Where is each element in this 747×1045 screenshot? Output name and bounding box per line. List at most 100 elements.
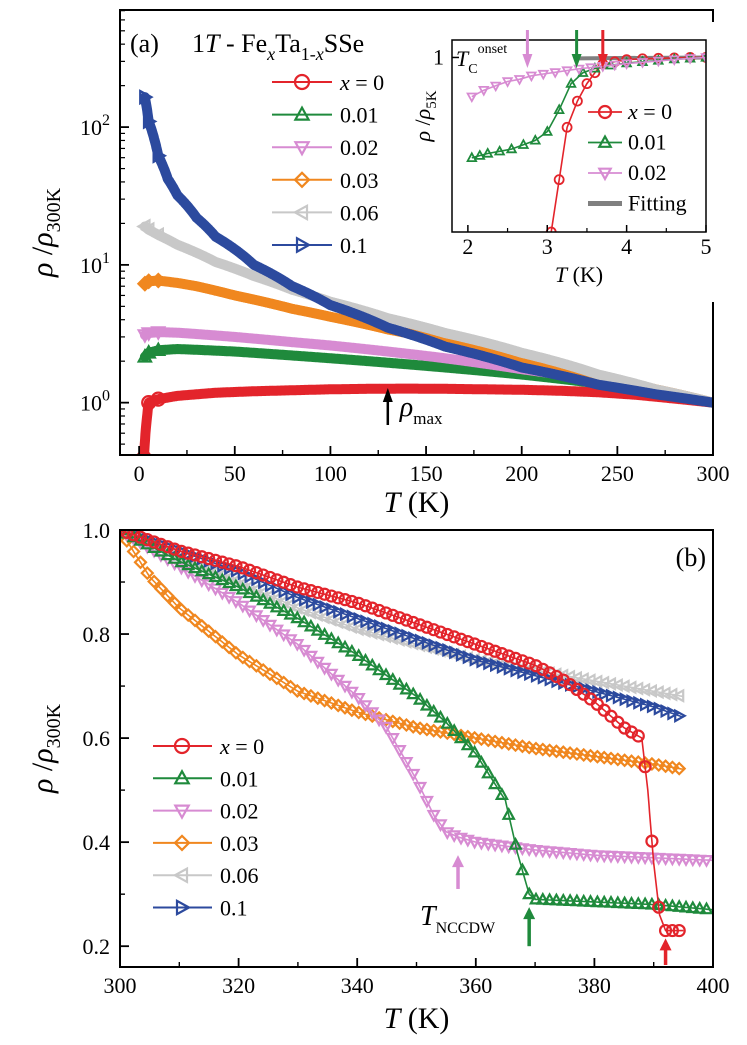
panel-b-marker xyxy=(515,654,529,668)
panel-b-marker xyxy=(549,669,564,684)
panel-a-x-tick-label: 0 xyxy=(134,461,145,486)
panel-b-marker xyxy=(503,661,517,676)
panel-a-inset-legend-text: 0.02 xyxy=(628,160,667,185)
panel-b-marker xyxy=(127,530,141,542)
panel-b-marker xyxy=(624,851,639,865)
panel-a-label: (a) xyxy=(130,29,159,58)
panel-b-marker xyxy=(337,639,353,653)
panel-b-marker xyxy=(461,635,475,649)
panel-b-marker xyxy=(380,621,394,636)
panel-a-inset-marker xyxy=(517,138,530,149)
panel-b-marker xyxy=(181,557,196,571)
panel-a-inset-marker xyxy=(553,103,565,114)
panel-b-marker xyxy=(215,572,230,586)
panel-b-marker xyxy=(536,662,550,676)
panel-b-marker xyxy=(412,781,428,795)
panel-a-marker xyxy=(140,327,157,342)
panel-a-inset-marker xyxy=(565,77,577,88)
panel-b-marker xyxy=(651,852,666,866)
panel-b-marker xyxy=(590,894,605,908)
panel-b-marker xyxy=(324,631,339,645)
panel-b-marker xyxy=(530,668,544,683)
panel-b-marker xyxy=(181,546,195,560)
panel-b-marker xyxy=(161,540,175,554)
panel-b-marker xyxy=(331,674,346,688)
panel-a-y-tick-label: 101 xyxy=(80,250,110,278)
panel-a-inset: 2 3 4 5 1 T (K) ρ /ρ5K TConset x = 0 0.01 0.02 Fitt… xyxy=(402,22,718,302)
panel-b: 300 320 340 360 380 400 0.2 0.4 0.6 0.8 1.0 T (K) ρ … xyxy=(26,518,730,1035)
panel-b-legend-item: x = 0 xyxy=(153,734,264,759)
panel-b-marker xyxy=(275,594,289,609)
panel-b-marker xyxy=(372,603,386,618)
panel-b-legend-text: 0.1 xyxy=(220,896,248,921)
panel-b-marker xyxy=(242,654,257,669)
panel-a-series-band xyxy=(139,221,713,408)
panel-b-marker xyxy=(638,896,653,910)
panel-b-marker xyxy=(154,537,168,551)
panel-b-x-tick-label: 300 xyxy=(104,973,137,998)
panel-b-marker xyxy=(256,592,271,606)
panel-b-marker xyxy=(367,616,381,631)
panel-a-y-label: ρ /ρ300K xyxy=(26,187,65,278)
panel-a-inset-marker xyxy=(668,55,681,66)
panel-a-inset-marker xyxy=(585,63,597,74)
panel-b-marker xyxy=(256,568,270,582)
panel-b-series-x-0 xyxy=(120,530,686,938)
panel-a-x-label: T (K) xyxy=(384,486,450,519)
panel-b-marker xyxy=(481,765,496,779)
panel-b-legend-text: 0.01 xyxy=(220,766,259,791)
panel-a-inset-background xyxy=(402,22,718,302)
panel-a-inset-legend-item: x = 0 xyxy=(588,99,672,124)
panel-b-marker xyxy=(324,695,339,711)
panel-b-marker xyxy=(201,566,216,580)
panel-a-inset-marker xyxy=(466,151,478,163)
panel-b-marker xyxy=(510,663,524,678)
panel-b-marker xyxy=(304,584,318,598)
panel-b-x-tick-label: 360 xyxy=(459,973,492,998)
panel-b-marker xyxy=(385,672,400,685)
panel-b-marker xyxy=(692,854,707,868)
panel-b-marker xyxy=(672,853,687,867)
panel-b-marker xyxy=(386,608,400,622)
panel-a-inset-marker xyxy=(466,92,478,104)
panel-a-legend-item: 0.02 xyxy=(272,135,379,160)
panel-a-inset-marker xyxy=(573,64,585,76)
panel-b-marker xyxy=(528,844,544,858)
panel-b-marker xyxy=(658,853,673,867)
panel-a-inset-legend-text: Fitting xyxy=(628,191,687,216)
panel-b-plot-area xyxy=(120,530,713,938)
panel-a-inset-x-tick-label: 4 xyxy=(621,234,632,259)
panel-b-marker xyxy=(337,700,353,715)
panel-a-series-band xyxy=(139,383,713,455)
panel-b-marker xyxy=(317,587,332,601)
panel-a-marker xyxy=(136,275,153,292)
panel-b-marker xyxy=(449,645,462,660)
panel-b-marker xyxy=(392,744,407,758)
panel-a-inset-marker xyxy=(513,75,526,86)
panel-b-marker xyxy=(421,635,435,650)
panel-b-marker xyxy=(344,686,359,700)
panel-b-marker xyxy=(453,730,469,744)
panel-a-legend-text-var: x xyxy=(339,70,350,95)
panel-b-marker xyxy=(340,607,353,622)
panel-a-x-tick-label: 200 xyxy=(505,461,538,486)
panel-b-marker xyxy=(468,637,482,651)
panel-b-marker xyxy=(319,599,333,615)
panel-b-tnccdw-label: TNCCDW xyxy=(420,901,496,937)
panel-b-marker xyxy=(228,645,243,660)
panel-b-x-tick-label: 380 xyxy=(578,973,611,998)
panel-b-marker xyxy=(583,849,598,863)
panel-a-marker xyxy=(150,341,167,356)
panel-b-marker xyxy=(297,582,311,596)
panel-a-marker xyxy=(136,329,153,344)
panel-b-marker xyxy=(351,648,366,662)
panel-b-marker xyxy=(653,701,667,716)
panel-b-marker xyxy=(556,892,571,906)
panel-b-marker xyxy=(699,901,713,915)
panel-b-marker xyxy=(195,550,209,564)
panel-b-marker xyxy=(167,542,182,556)
panel-b-marker xyxy=(120,530,134,539)
panel-a-marker xyxy=(140,344,157,359)
panel-b-marker xyxy=(522,886,537,900)
panel-a-series-0-1 xyxy=(139,89,713,408)
